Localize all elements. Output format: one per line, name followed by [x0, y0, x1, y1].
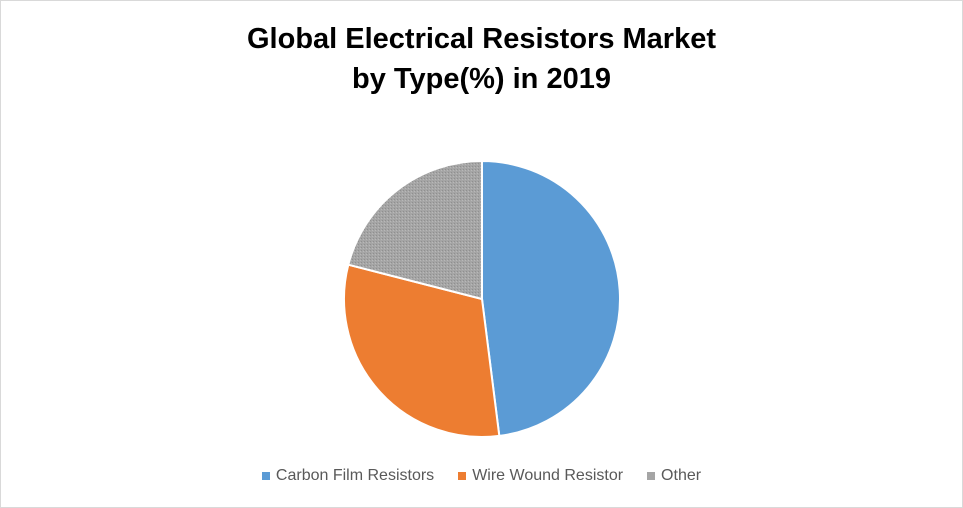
slice-wire-wound-resistor	[343, 263, 501, 438]
legend-swatch	[458, 472, 467, 480]
pie-slices	[343, 159, 621, 438]
chart-title-line-1: Global Electrical Resistors Market	[246, 23, 717, 55]
legend-swatch	[647, 472, 656, 480]
legend: Carbon Film Resistors Wire Wound Resisto…	[1, 467, 962, 485]
slice-other	[347, 159, 483, 301]
legend-label: Other	[661, 467, 702, 484]
legend-item-carbon-film: Carbon Film Resistors	[261, 467, 435, 485]
legend-swatch	[261, 472, 270, 480]
legend-item-other: Other	[647, 467, 701, 485]
chart-title-line-2: by Type(%) in 2019	[352, 63, 611, 95]
slice-carbon-film-resistors	[481, 159, 621, 438]
chart-title: Global Electrical Resistors Market by Ty…	[1, 19, 962, 99]
legend-item-wire-wound: Wire Wound Resistor	[458, 467, 623, 485]
legend-label: Carbon Film Resistors	[275, 467, 435, 484]
legend-label: Wire Wound Resistor	[472, 467, 624, 484]
